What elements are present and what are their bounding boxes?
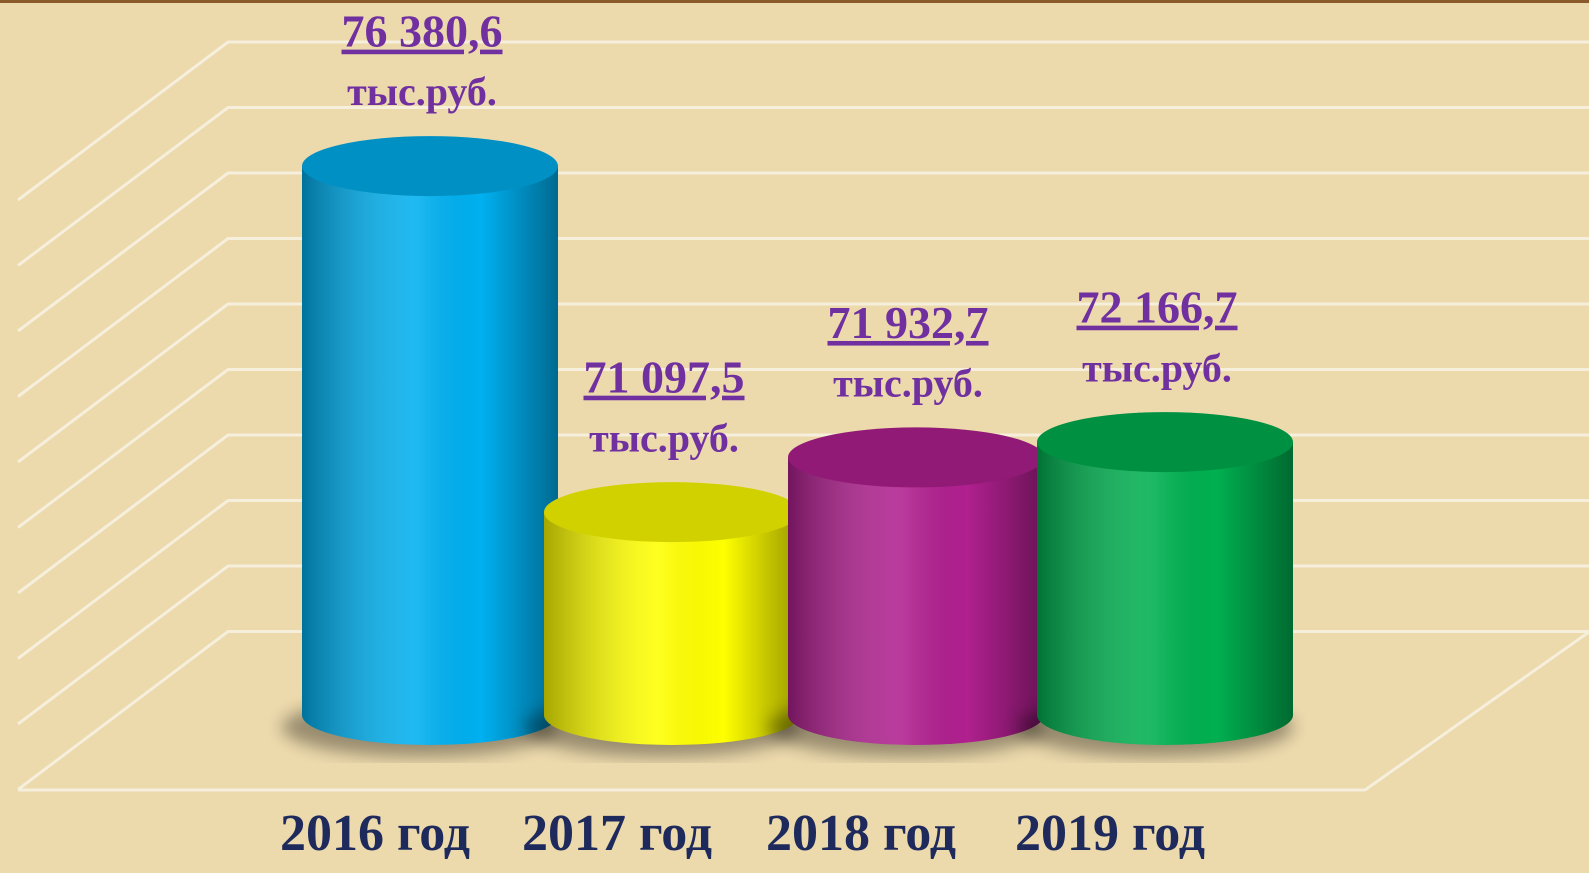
grid-line: [17, 237, 1589, 398]
cylinder-top-shade: [544, 482, 800, 543]
value-label: 76 380,6: [342, 6, 503, 57]
x-tick-label: 2019 год: [1015, 805, 1205, 862]
unit-label: тыс.руб.: [833, 361, 983, 406]
cylinder-top: [1037, 412, 1293, 473]
grid: [17, 40, 1589, 791]
grid-line: [17, 302, 1589, 464]
floor-edge: [18, 630, 1589, 792]
cylinder-shade: [788, 457, 1044, 745]
top-border: [0, 0, 1589, 3]
bars: [282, 136, 1293, 757]
grid-line: [17, 106, 1589, 267]
cylinder-shade: [302, 166, 558, 746]
cylinder-top-shade: [788, 427, 1044, 488]
cylinder-top: [302, 136, 558, 197]
x-tick-label: 2017 год: [522, 805, 712, 862]
value-label: 71 932,7: [828, 297, 989, 348]
value-label: 71 097,5: [584, 352, 745, 403]
grid-line: [17, 171, 1589, 333]
unit-label: тыс.руб.: [1082, 345, 1232, 390]
grid-line: [17, 368, 1589, 529]
x-tick-label: 2016 год: [280, 805, 470, 862]
cylinder-shade: [1037, 442, 1293, 745]
cylinder-top-shade: [302, 136, 558, 197]
cylinder-shade: [544, 512, 800, 745]
x-tick-label: 2018 год: [766, 805, 956, 862]
cylinder-top: [788, 427, 1044, 488]
unit-label: тыс.руб.: [589, 415, 739, 460]
unit-label: тыс.руб.: [347, 69, 497, 114]
cylinder-top: [544, 482, 800, 543]
cylinder-top-shade: [1037, 412, 1293, 473]
grid-line: [17, 40, 1589, 202]
value-label: 72 166,7: [1077, 282, 1238, 333]
